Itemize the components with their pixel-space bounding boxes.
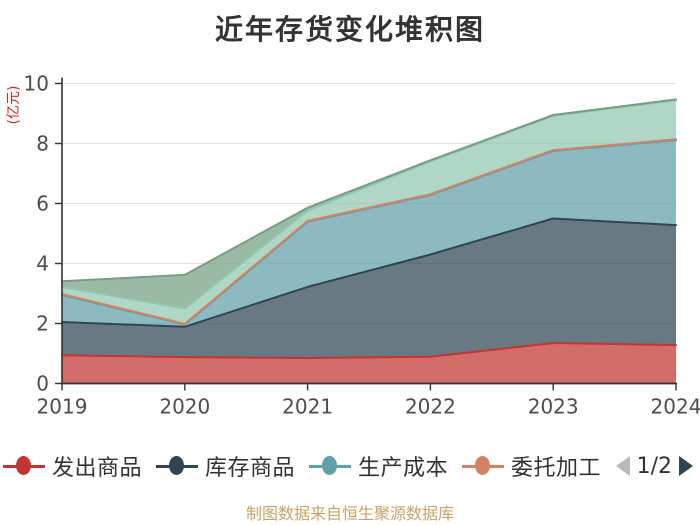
- series-area-0: [62, 343, 676, 384]
- x-axis-label: 2023: [528, 395, 579, 419]
- x-axis-label: 2021: [282, 395, 333, 419]
- x-axis-label: 2020: [159, 395, 210, 419]
- legend-item[interactable]: 生产成本: [309, 450, 448, 482]
- series-line-1: [61, 217, 677, 328]
- legend-item[interactable]: 发出商品: [3, 450, 142, 482]
- series-area-2: [62, 140, 676, 327]
- legend-next-icon[interactable]: [679, 456, 693, 476]
- legend-prev-icon[interactable]: [615, 456, 630, 476]
- legend-item[interactable]: 库存商品: [156, 450, 295, 482]
- legend-item-label: 库存商品: [205, 456, 296, 481]
- legend: 发出商品 库存商品 生产成本 委托加工 1/2: [3, 451, 697, 481]
- x-axis-label: 2024: [651, 395, 700, 419]
- legend-item-label: 生产成本: [358, 456, 449, 481]
- legend-item-label: 委托加工: [511, 456, 602, 481]
- legend-item[interactable]: 委托加工: [462, 450, 601, 482]
- y-axis-label: 2: [36, 312, 49, 336]
- chart-title: 近年存货变化堆积图: [214, 13, 485, 46]
- series-line-3: [61, 138, 677, 325]
- series-area-1: [62, 218, 676, 358]
- legend-page-label: 1/2: [636, 453, 672, 479]
- y-axis-label: 8: [36, 132, 49, 156]
- y-axis-label: 4: [36, 252, 49, 276]
- legend-line-marker-icon: [156, 456, 199, 476]
- series-line-0: [61, 342, 677, 359]
- series-area-4: [62, 100, 676, 324]
- legend-line-marker-icon: [309, 456, 352, 476]
- legend-pager: 1/2: [615, 453, 697, 479]
- legend-line-marker-icon: [3, 456, 45, 476]
- y-axis-label: 0: [36, 372, 49, 396]
- x-axis-label: 2019: [37, 395, 88, 419]
- data-source-credit: 制图数据来自恒生聚源数据库: [245, 504, 454, 523]
- x-axis-label: 2022: [405, 395, 456, 419]
- series-line-5: [61, 98, 677, 283]
- series-area-5: [62, 99, 676, 309]
- legend-item-label: 发出商品: [52, 456, 143, 481]
- y-axis-label: 6: [36, 192, 49, 216]
- legend-line-marker-icon: [462, 456, 505, 476]
- y-axis-label: 10: [24, 72, 49, 96]
